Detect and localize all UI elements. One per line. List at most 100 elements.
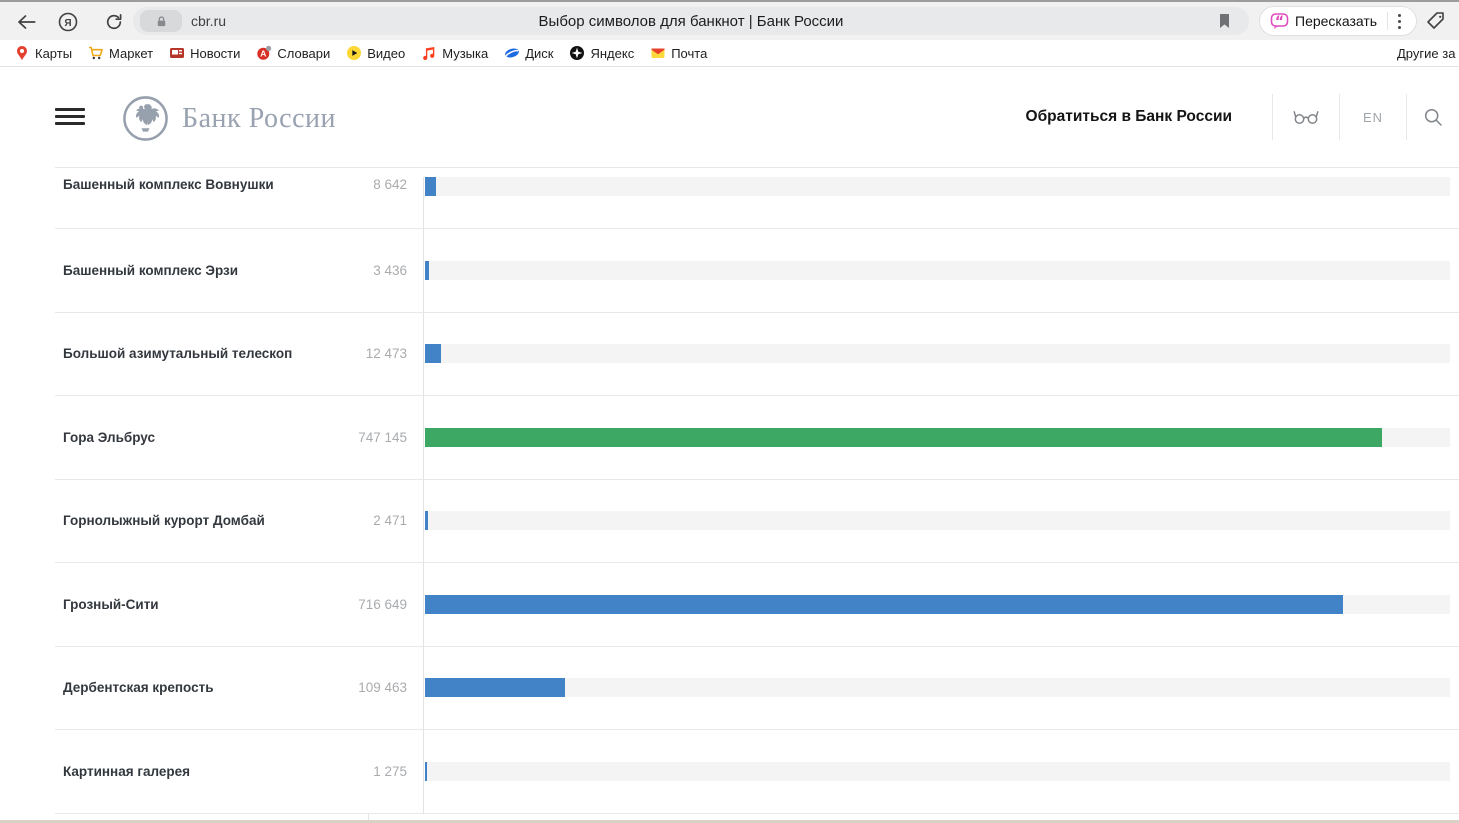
bookmark-item[interactable]: Маркет bbox=[88, 45, 153, 61]
bookmarks-bar: Карты Маркет Новости А Словари Видео Музыка Дис… bbox=[0, 40, 1459, 67]
bookmark-icon[interactable] bbox=[1218, 13, 1231, 34]
bar-track bbox=[425, 344, 1450, 364]
row-bar-cell bbox=[423, 563, 1459, 646]
mail-icon bbox=[650, 45, 666, 61]
category-label: Башенный комплекс Эрзи bbox=[63, 262, 239, 278]
bar bbox=[425, 678, 566, 698]
retell-quote-icon[interactable]: “ bbox=[1270, 12, 1289, 31]
address-bar[interactable]: cbr.ru Выбор символов для банкнот | Банк… bbox=[133, 7, 1249, 35]
row-bar-cell bbox=[423, 312, 1459, 395]
brand-name: Банк России bbox=[182, 102, 336, 134]
cart-icon bbox=[88, 45, 104, 61]
svg-text:“: “ bbox=[1275, 14, 1284, 30]
dictionary-icon: А bbox=[256, 45, 272, 61]
language-toggle[interactable]: EN bbox=[1340, 89, 1406, 145]
retell-button-group: “ Пересказать bbox=[1259, 6, 1418, 36]
yandex-browser-icon[interactable]: Я bbox=[56, 10, 80, 34]
contact-bank-link[interactable]: Обратиться в Банк России bbox=[1025, 108, 1232, 125]
search-icon[interactable] bbox=[1407, 89, 1459, 145]
browser-toolbar: Я cbr.ru Выбор символов для банкнот | Ба… bbox=[0, 2, 1459, 40]
collections-icon[interactable] bbox=[1424, 9, 1448, 38]
category-label: Грозный-Сити bbox=[63, 596, 159, 612]
bookmark-item[interactable]: Яндекс bbox=[569, 45, 634, 61]
bookmark-label: Видео bbox=[367, 45, 406, 61]
bookmark-item[interactable]: Карты bbox=[14, 45, 72, 61]
chart-next-row-stub bbox=[368, 813, 1459, 822]
category-label: Гора Эльбрус bbox=[63, 429, 155, 445]
chart-row: Грозный-Сити 716 649 bbox=[55, 563, 1459, 647]
chart-row: Башенный комплекс Вовнушки 8 642 bbox=[55, 168, 1459, 229]
category-label: Башенный комплекс Вовнушки bbox=[63, 177, 274, 192]
play-icon bbox=[346, 45, 362, 61]
accessibility-glasses-icon[interactable] bbox=[1273, 89, 1339, 145]
row-bar-cell bbox=[423, 229, 1459, 312]
kebab-menu-icon[interactable] bbox=[1388, 10, 1410, 32]
window-bottom-edge bbox=[0, 820, 1459, 823]
menu-icon[interactable] bbox=[55, 108, 85, 125]
bar-track bbox=[425, 260, 1450, 280]
vote-count: 747 145 bbox=[358, 429, 407, 445]
bookmark-label: Диск bbox=[525, 45, 554, 61]
back-icon[interactable] bbox=[14, 10, 38, 34]
bookmark-item[interactable]: Музыка bbox=[421, 45, 488, 61]
bookmark-label: Почта bbox=[671, 45, 708, 61]
bar bbox=[425, 761, 427, 781]
other-bookmarks-button[interactable]: Другие за bbox=[1397, 45, 1456, 61]
music-note-icon bbox=[421, 45, 437, 61]
bar-track bbox=[425, 678, 1450, 698]
refresh-icon[interactable] bbox=[102, 10, 126, 34]
bookmark-item[interactable]: Видео bbox=[346, 45, 405, 61]
vote-count: 8 642 bbox=[373, 177, 407, 192]
chart-row: Башенный комплекс Эрзи 3 436 bbox=[55, 229, 1459, 313]
bar bbox=[425, 427, 1383, 447]
chart-row: Большой азимутальный телескоп 12 473 bbox=[55, 312, 1459, 396]
bookmark-item[interactable]: Новости bbox=[169, 45, 240, 61]
bookmark-label: Яндекс bbox=[590, 45, 635, 61]
disk-icon bbox=[504, 45, 520, 61]
bar bbox=[425, 177, 437, 196]
header-controls: Обратиться в Банк России EN bbox=[1026, 89, 1459, 145]
svg-text:Я: Я bbox=[64, 18, 71, 29]
category-label: Большой азимутальный телескоп bbox=[63, 346, 293, 362]
bookmark-label: Новости bbox=[190, 45, 241, 61]
maps-pin-icon bbox=[14, 45, 30, 61]
bar bbox=[425, 260, 430, 280]
category-label: Горнолыжный курорт Домбай bbox=[63, 513, 265, 529]
bookmark-item[interactable]: А Словари bbox=[256, 45, 330, 61]
cbr-emblem-icon bbox=[122, 95, 169, 142]
row-label-cell: Грозный-Сити 716 649 bbox=[55, 597, 423, 612]
divider bbox=[1339, 94, 1340, 140]
lock-icon[interactable] bbox=[140, 10, 182, 32]
divider bbox=[1406, 94, 1407, 140]
row-label-cell: Дербентская крепость 109 463 bbox=[55, 680, 423, 695]
retell-button[interactable]: Пересказать bbox=[1295, 13, 1378, 29]
row-label-cell: Горнолыжный курорт Домбай 2 471 bbox=[55, 513, 423, 528]
row-bar-cell bbox=[423, 730, 1459, 813]
divider bbox=[1387, 12, 1389, 30]
yandex-star-icon bbox=[569, 45, 585, 61]
vote-count: 1 275 bbox=[373, 763, 407, 779]
bookmark-item[interactable]: Почта bbox=[650, 45, 707, 61]
vote-count: 3 436 bbox=[373, 262, 407, 278]
chart-row: Гора Эльбрус 747 145 bbox=[55, 396, 1459, 480]
vote-count: 2 471 bbox=[373, 513, 407, 529]
url-text[interactable]: cbr.ru bbox=[191, 13, 227, 29]
row-bar-cell bbox=[423, 396, 1459, 479]
site-header: Банк России Обратиться в Банк России EN bbox=[0, 67, 1459, 167]
row-bar-cell bbox=[423, 646, 1459, 729]
chart-row: Горнолыжный курорт Домбай 2 471 bbox=[55, 479, 1459, 563]
news-icon bbox=[169, 45, 185, 61]
window-top-edge bbox=[0, 0, 1459, 2]
bar bbox=[425, 594, 1344, 614]
category-label: Картинная галерея bbox=[63, 763, 191, 779]
bar-track bbox=[425, 511, 1450, 531]
row-label-cell: Башенный комплекс Вовнушки 8 642 bbox=[55, 177, 423, 192]
language-label: EN bbox=[1362, 109, 1384, 125]
bar-track bbox=[425, 594, 1450, 614]
bar-track bbox=[425, 761, 1450, 781]
chart-row: Картинная галерея 1 275 bbox=[55, 730, 1459, 814]
bookmark-item[interactable]: Диск bbox=[504, 45, 553, 61]
cbr-brand[interactable]: Банк России bbox=[122, 95, 336, 142]
row-label-cell: Большой азимутальный телескоп 12 473 bbox=[55, 346, 423, 361]
results-chart: Башенный комплекс Вовнушки 8 642 Башенный … bbox=[55, 167, 1459, 814]
